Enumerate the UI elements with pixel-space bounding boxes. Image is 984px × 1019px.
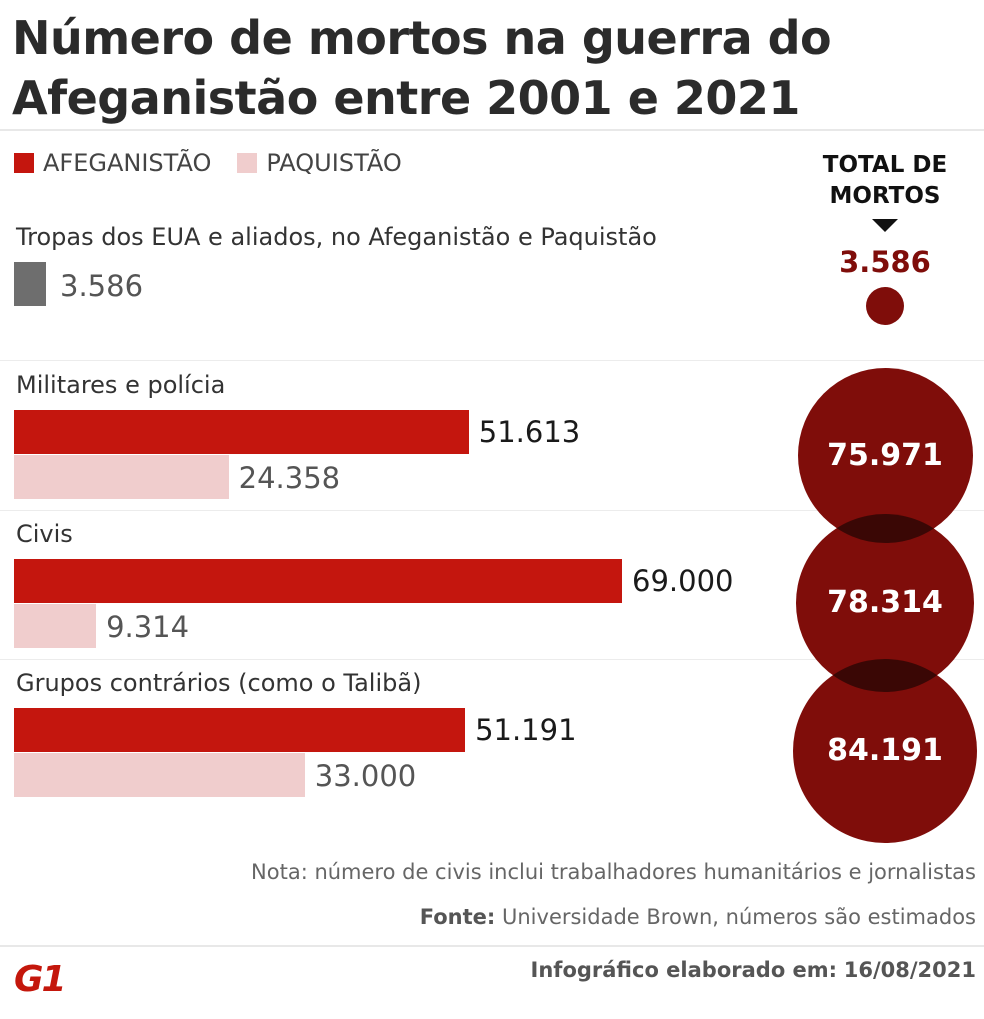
value-afeganistao-militares: 51.613 — [478, 415, 581, 449]
circle-overlap — [796, 514, 974, 692]
bar-afeganistao-grupos — [14, 708, 466, 752]
legend: AFEGANISTÃO PAQUISTÃO — [14, 148, 428, 178]
bar-tropas — [14, 262, 46, 306]
group-label-grupos: Grupos contrários (como o Talibã) — [16, 669, 422, 697]
value-paquistao-civis: 9.314 — [106, 610, 190, 644]
group-label-civis: Civis — [16, 520, 73, 548]
total-heading: TOTAL DE MORTOS — [822, 152, 948, 209]
total-circle-militares: 75.971 — [797, 367, 973, 543]
chart-title: Número de mortos na guerra do Afeganistã… — [12, 11, 832, 125]
infographic-line: Infográfico elaborado em: 16/08/2021 — [531, 958, 976, 982]
bar-paquistao-militares — [14, 455, 229, 499]
infographic-label: Infográfico elaborado em: — [530, 958, 838, 982]
bar-paquistao-civis — [14, 604, 97, 648]
chart-note: Nota: número de civis inclui trabalhador… — [251, 860, 976, 884]
source-label: Fonte: — [419, 905, 496, 929]
divider — [0, 945, 984, 947]
value-afeganistao-civis: 69.000 — [632, 564, 734, 598]
group-label-tropas: Tropas dos EUA e aliados, no Afeganistão… — [16, 223, 657, 251]
legend-item-paquistao: PAQUISTÃO — [237, 149, 402, 177]
total-value-tropas: 3.586 — [839, 245, 931, 279]
divider — [0, 360, 984, 361]
bar-afeganistao-militares — [14, 410, 469, 454]
divider — [0, 659, 984, 660]
bar-afeganistao-civis — [14, 559, 622, 603]
value-afeganistao-grupos: 51.191 — [475, 713, 577, 747]
group-label-militares: Militares e polícia — [16, 371, 226, 399]
value-paquistao-militares: 24.358 — [238, 461, 341, 495]
divider — [0, 510, 984, 511]
source-line: Fonte: Universidade Brown, números são e… — [420, 905, 976, 929]
g1-logo: G1 — [14, 959, 67, 1000]
infographic-date: 16/08/2021 — [843, 958, 976, 982]
source-text: Universidade Brown, números são estimado… — [502, 905, 976, 929]
value-paquistao-grupos: 33.000 — [314, 759, 417, 793]
legend-label-afeganistao: AFEGANISTÃO — [43, 149, 212, 177]
legend-swatch-paquistao — [237, 153, 258, 173]
legend-swatch-afeganistao — [14, 153, 34, 173]
divider — [0, 129, 984, 131]
value-tropas: 3.586 — [60, 269, 144, 303]
arrow-down-icon — [872, 219, 898, 232]
legend-label-paquistao: PAQUISTÃO — [266, 149, 402, 177]
legend-item-afeganistao: AFEGANISTÃO — [14, 149, 211, 177]
total-circle-tropas — [865, 286, 904, 325]
bar-paquistao-grupos — [14, 753, 305, 797]
